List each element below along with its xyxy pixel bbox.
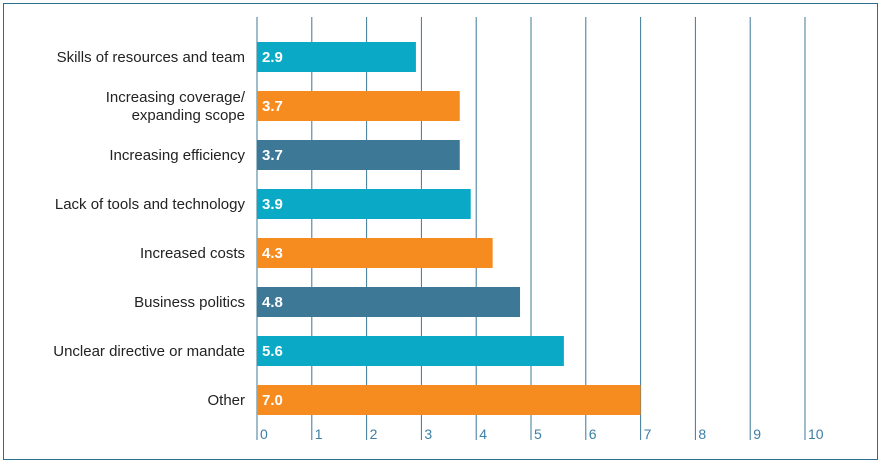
category-label: Other	[207, 392, 245, 409]
x-tick-label: 3	[424, 426, 432, 442]
x-tick-label: 1	[315, 426, 323, 442]
x-tick-label: 5	[534, 426, 542, 442]
bar-value-label: 3.7	[262, 147, 283, 164]
bar-value-label: 7.0	[262, 392, 283, 409]
bar-value-label: 4.3	[262, 245, 283, 262]
x-tick-labels: 0 1 2 3 4 5 6 7 8 9 10	[260, 426, 824, 442]
bar-value-label: 4.8	[262, 294, 283, 311]
category-label: Increased costs	[140, 245, 245, 262]
bar	[257, 336, 564, 366]
bar-value-label: 2.9	[262, 49, 283, 66]
bar	[257, 140, 460, 170]
bar	[257, 189, 471, 219]
x-tick-label: 2	[370, 426, 378, 442]
bar	[257, 238, 493, 268]
gridlines	[256, 17, 806, 440]
bar	[257, 91, 460, 121]
x-tick-label: 8	[698, 426, 706, 442]
x-tick-label: 9	[753, 426, 761, 442]
bar-value-label: 5.6	[262, 343, 283, 360]
x-tick-label: 6	[589, 426, 597, 442]
bar	[257, 287, 521, 317]
x-tick-label: 4	[479, 426, 487, 442]
x-tick-label: 10	[808, 426, 824, 442]
bar-value-label: 3.9	[262, 196, 283, 213]
bar	[257, 385, 641, 415]
category-label: Business politics	[134, 294, 245, 311]
chart-frame	[3, 3, 878, 460]
category-label: Unclear directive or mandate	[53, 343, 245, 360]
category-label: Increasing efficiency	[109, 147, 245, 164]
bars: 2.9 3.7 3.7 3.9 4.3 4.8 5.6 7.0	[257, 42, 641, 415]
x-tick-label: 7	[644, 426, 652, 442]
bar	[257, 42, 416, 72]
category-label: Skills of resources and team	[57, 49, 245, 66]
x-tick-label: 0	[260, 426, 268, 442]
bar-value-label: 3.7	[262, 98, 283, 115]
category-label: Lack of tools and technology	[55, 196, 246, 213]
category-label: Increasing coverage/expanding scope	[106, 89, 246, 124]
category-labels: Skills of resources and team Increasing c…	[53, 49, 246, 409]
